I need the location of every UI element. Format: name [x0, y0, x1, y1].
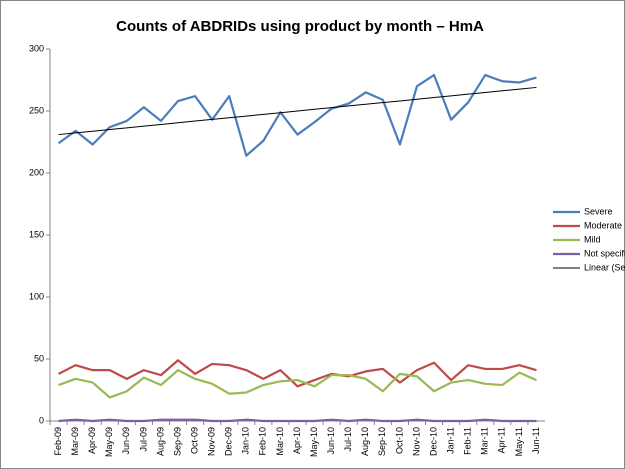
- x-tick-label: Nov-10: [411, 427, 421, 456]
- chart-title: Counts of ABDRIDs using product by month…: [116, 18, 484, 35]
- x-tick-label: Oct-10: [394, 427, 404, 454]
- legend-label: Linear (Severe): [584, 262, 625, 272]
- y-tick-label: 150: [29, 229, 44, 239]
- y-tick-label: 0: [39, 415, 44, 425]
- x-tick-label: Jan-11: [445, 427, 455, 454]
- x-tick-label: Sep-10: [377, 427, 387, 456]
- x-tick-label: Feb-11: [463, 427, 473, 455]
- x-tick-label: Feb-09: [53, 427, 63, 456]
- x-tick-label: Jul-09: [138, 427, 148, 452]
- x-tick-label: Dec-09: [224, 427, 234, 456]
- x-tick-label: Jan-10: [241, 427, 251, 455]
- x-tick-label: Aug-09: [155, 427, 165, 456]
- legend-label: Severe: [584, 206, 613, 216]
- x-tick-label: May-10: [309, 427, 319, 457]
- x-tick-label: Jun-09: [121, 427, 131, 455]
- y-tick-label: 100: [29, 291, 44, 301]
- x-tick-label: Jul-10: [343, 427, 353, 452]
- series-line: [58, 359, 537, 388]
- x-tick-label: Apr-10: [292, 427, 302, 454]
- x-tick-label: Nov-09: [207, 427, 217, 456]
- x-tick-label: Oct-09: [189, 427, 199, 454]
- legend-label: Moderate: [584, 220, 622, 230]
- y-tick-label: 250: [29, 105, 44, 115]
- x-tick-label: Jun-11: [531, 427, 541, 454]
- x-tick-label: Sep-09: [172, 427, 182, 456]
- x-tick-label: May-09: [104, 427, 114, 457]
- y-tick-label: 300: [29, 43, 44, 53]
- series-line: [58, 86, 537, 136]
- x-tick-label: Mar-10: [275, 427, 285, 456]
- series-line: [57, 73, 537, 157]
- x-tick-label: Dec-10: [428, 427, 438, 456]
- series-line: [58, 418, 537, 423]
- y-tick-label: 50: [34, 353, 44, 363]
- x-tick-label: Jun-10: [326, 427, 336, 455]
- y-tick-label: 200: [29, 167, 44, 177]
- x-tick-label: May-11: [514, 427, 524, 456]
- x-tick-label: Apr-09: [87, 427, 97, 454]
- x-tick-label: Aug-10: [360, 427, 370, 456]
- legend-label: Mild: [584, 234, 601, 244]
- series-line: [58, 369, 537, 399]
- x-tick-label: Feb-10: [258, 427, 268, 456]
- x-tick-label: Mar-11: [480, 427, 490, 455]
- legend-label: Not specified: [584, 248, 625, 258]
- x-tick-label: Apr-11: [497, 427, 507, 453]
- x-tick-label: Mar-09: [70, 427, 80, 456]
